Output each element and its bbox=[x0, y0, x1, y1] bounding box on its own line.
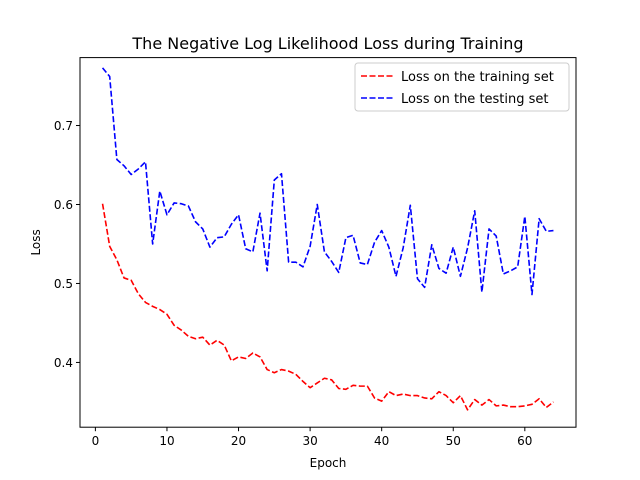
x-tick-label: 0 bbox=[92, 434, 100, 448]
x-tick-label: 20 bbox=[231, 434, 246, 448]
plot-frame bbox=[79, 57, 577, 428]
legend-label-testing: Loss on the testing set bbox=[401, 92, 549, 107]
series-line-testing bbox=[101, 67, 554, 296]
legend: Loss on the training set Loss on the tes… bbox=[354, 62, 570, 112]
x-tick-label: 60 bbox=[517, 434, 532, 448]
chart-title: The Negative Log Likelihood Loss during … bbox=[131, 34, 523, 53]
y-tick-label: 0.4 bbox=[54, 356, 73, 370]
legend-label-training: Loss on the training set bbox=[401, 70, 554, 85]
y-tick-label: 0.6 bbox=[54, 198, 73, 212]
x-axis-label: Epoch bbox=[310, 456, 347, 470]
x-tick-label: 40 bbox=[374, 434, 389, 448]
y-axis-ticks: 0.4 0.5 0.6 0.7 bbox=[54, 119, 80, 370]
legend-box bbox=[354, 62, 570, 112]
y-tick-label: 0.5 bbox=[54, 277, 73, 291]
series-line-training bbox=[101, 203, 554, 411]
x-tick-label: 30 bbox=[302, 434, 317, 448]
y-axis-label: Loss bbox=[29, 229, 43, 255]
y-tick-label: 0.7 bbox=[54, 119, 73, 133]
series-layer bbox=[101, 67, 554, 411]
x-tick-label: 10 bbox=[159, 434, 174, 448]
x-tick-label: 50 bbox=[446, 434, 461, 448]
x-axis-ticks: 0 10 20 30 40 50 60 bbox=[92, 427, 532, 448]
